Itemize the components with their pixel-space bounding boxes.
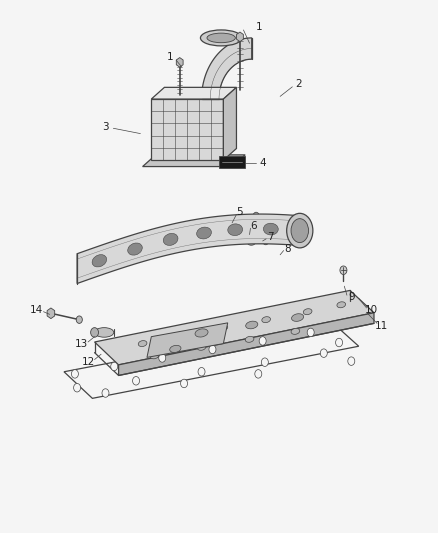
Text: 3: 3 <box>102 122 109 132</box>
Ellipse shape <box>163 233 178 245</box>
Ellipse shape <box>193 224 215 241</box>
Circle shape <box>74 383 81 392</box>
Ellipse shape <box>170 345 181 352</box>
Circle shape <box>111 362 118 370</box>
Text: 14: 14 <box>30 305 43 315</box>
Ellipse shape <box>291 219 308 243</box>
Polygon shape <box>177 58 183 67</box>
Text: 12: 12 <box>81 357 95 367</box>
Ellipse shape <box>255 216 286 242</box>
Circle shape <box>253 212 259 220</box>
Ellipse shape <box>188 220 220 246</box>
Ellipse shape <box>124 240 146 258</box>
Polygon shape <box>95 290 374 365</box>
Ellipse shape <box>128 243 142 255</box>
Ellipse shape <box>138 341 147 346</box>
Polygon shape <box>223 87 237 160</box>
Ellipse shape <box>207 33 235 43</box>
Circle shape <box>102 389 109 397</box>
Circle shape <box>336 338 343 347</box>
Ellipse shape <box>95 328 114 337</box>
Circle shape <box>307 328 314 337</box>
Polygon shape <box>237 32 244 42</box>
Ellipse shape <box>155 227 186 253</box>
Text: 4: 4 <box>259 158 266 168</box>
Ellipse shape <box>219 325 228 330</box>
Text: 6: 6 <box>251 221 257 231</box>
Text: 8: 8 <box>285 244 291 254</box>
Circle shape <box>198 368 205 376</box>
Ellipse shape <box>84 247 115 274</box>
Ellipse shape <box>197 227 212 239</box>
Polygon shape <box>77 214 300 284</box>
Ellipse shape <box>292 314 304 321</box>
Circle shape <box>76 316 82 324</box>
Circle shape <box>320 349 327 358</box>
Ellipse shape <box>337 302 346 308</box>
Ellipse shape <box>228 224 243 236</box>
Circle shape <box>259 337 266 345</box>
Ellipse shape <box>303 309 312 314</box>
Text: 10: 10 <box>364 305 378 315</box>
Text: 2: 2 <box>295 79 302 89</box>
Circle shape <box>133 376 140 385</box>
Polygon shape <box>201 38 252 99</box>
Ellipse shape <box>247 240 255 245</box>
Text: 13: 13 <box>75 338 88 349</box>
Ellipse shape <box>150 353 159 359</box>
Circle shape <box>209 345 216 354</box>
Text: 5: 5 <box>237 207 243 217</box>
Text: 7: 7 <box>267 232 274 242</box>
Polygon shape <box>151 87 237 99</box>
Ellipse shape <box>245 336 254 342</box>
Text: 11: 11 <box>375 320 389 330</box>
Polygon shape <box>151 99 223 160</box>
Ellipse shape <box>160 231 181 248</box>
Ellipse shape <box>246 321 258 329</box>
Text: 9: 9 <box>348 292 355 302</box>
Polygon shape <box>224 223 231 232</box>
Ellipse shape <box>195 329 208 337</box>
Ellipse shape <box>263 223 278 235</box>
Ellipse shape <box>177 333 186 338</box>
Ellipse shape <box>224 221 246 238</box>
Ellipse shape <box>262 317 271 322</box>
Circle shape <box>91 328 99 337</box>
Circle shape <box>248 234 251 238</box>
Polygon shape <box>119 313 374 375</box>
Ellipse shape <box>92 255 106 267</box>
Circle shape <box>348 357 355 366</box>
Circle shape <box>159 354 166 362</box>
Ellipse shape <box>89 252 110 270</box>
Ellipse shape <box>291 328 300 334</box>
Circle shape <box>246 231 254 241</box>
Circle shape <box>180 379 187 387</box>
Ellipse shape <box>120 236 151 262</box>
Bar <box>219 157 245 168</box>
Ellipse shape <box>219 217 251 243</box>
Polygon shape <box>47 308 55 319</box>
Text: 1: 1 <box>167 52 173 61</box>
Circle shape <box>263 237 269 245</box>
Ellipse shape <box>197 344 206 350</box>
Polygon shape <box>147 323 228 358</box>
Circle shape <box>71 369 78 378</box>
Circle shape <box>255 369 262 378</box>
Ellipse shape <box>201 30 242 46</box>
Ellipse shape <box>287 213 313 248</box>
Ellipse shape <box>260 221 282 238</box>
Text: 1: 1 <box>256 22 262 33</box>
Circle shape <box>261 358 268 367</box>
Circle shape <box>340 266 347 274</box>
Polygon shape <box>143 155 245 166</box>
